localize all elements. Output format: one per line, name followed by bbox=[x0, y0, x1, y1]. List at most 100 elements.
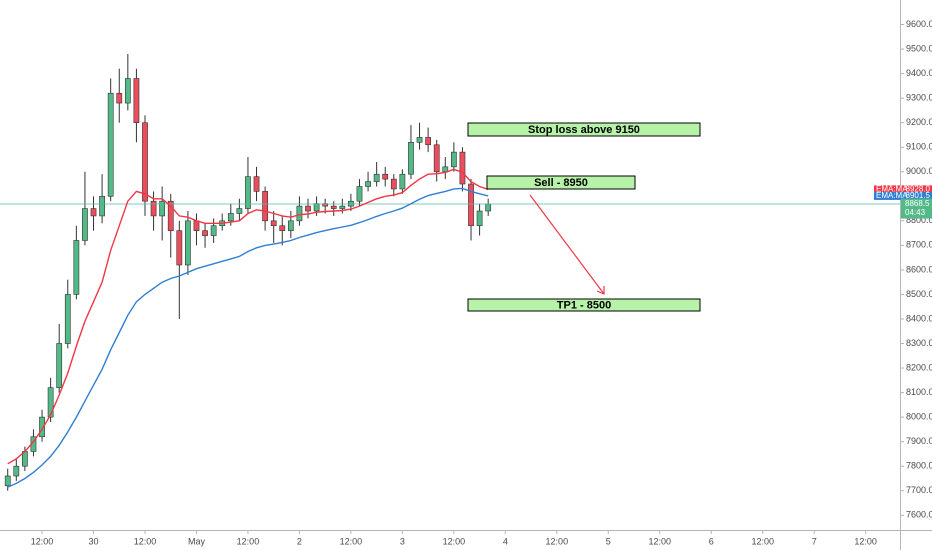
y-tick-label: 8000.0 bbox=[906, 412, 932, 422]
candle-body bbox=[150, 200, 157, 217]
x-tick-label: 5 bbox=[606, 536, 611, 546]
x-tick-label: 2 bbox=[297, 536, 302, 546]
x-tick-label: 30 bbox=[89, 536, 99, 546]
candle-body bbox=[193, 220, 200, 231]
y-tick-label: 8700.0 bbox=[906, 240, 932, 250]
x-tick-label: 12:00 bbox=[134, 536, 157, 546]
candle-body bbox=[313, 203, 320, 212]
price-badge bbox=[901, 198, 932, 219]
series-badge-name: EMA:MA bbox=[876, 191, 908, 200]
x-tick-label: 6 bbox=[709, 536, 714, 546]
price-badge-value: 8868.5 bbox=[905, 199, 930, 208]
candle-body bbox=[322, 203, 329, 207]
candle-body bbox=[339, 205, 346, 209]
y-tick-label: 7700.0 bbox=[906, 485, 932, 495]
annotation-text: Stop loss above 9150 bbox=[528, 124, 640, 136]
candle-body bbox=[425, 137, 431, 146]
candle-body bbox=[4, 475, 11, 487]
candle-body bbox=[408, 142, 414, 175]
candle-body bbox=[459, 151, 466, 185]
candle-body bbox=[159, 200, 166, 217]
candle-body bbox=[296, 205, 303, 222]
countdown: 04:43 bbox=[905, 208, 926, 217]
candle-body bbox=[142, 122, 148, 202]
candle-body bbox=[356, 186, 363, 202]
y-tick-label: 9600.0 bbox=[906, 19, 932, 29]
arrow bbox=[529, 194, 605, 295]
candle-body bbox=[99, 195, 105, 217]
series-badge bbox=[874, 185, 932, 194]
candle-body bbox=[365, 181, 371, 187]
candle-body bbox=[236, 208, 243, 214]
x-tick-label: May bbox=[188, 536, 206, 546]
candle-body bbox=[107, 92, 114, 197]
x-tick-label: 12:00 bbox=[340, 536, 363, 546]
candle-body bbox=[305, 205, 311, 212]
y-tick-label: 9500.0 bbox=[906, 43, 932, 53]
candle-body bbox=[485, 203, 492, 212]
x-tick-label: 12:00 bbox=[649, 536, 672, 546]
y-tick-label: 8100.0 bbox=[906, 387, 932, 397]
y-tick-label: 7800.0 bbox=[906, 461, 932, 471]
candle-body bbox=[390, 178, 397, 190]
series-badge-value: 8901.5 bbox=[906, 191, 931, 200]
candle-body bbox=[202, 230, 208, 236]
candle-body bbox=[270, 220, 277, 227]
candle-body bbox=[476, 210, 483, 227]
x-tick-label: 12:00 bbox=[854, 536, 877, 546]
candle-body bbox=[253, 176, 260, 192]
candle-body bbox=[433, 144, 440, 173]
y-tick-label: 8500.0 bbox=[906, 289, 932, 299]
candle-body bbox=[90, 208, 97, 217]
candle-body bbox=[176, 230, 183, 266]
candle-body bbox=[262, 191, 268, 222]
candle-body bbox=[64, 294, 71, 344]
y-tick-label: 8300.0 bbox=[906, 338, 932, 348]
plot-area bbox=[0, 53, 900, 491]
candle-body bbox=[287, 220, 294, 231]
candle-body bbox=[279, 225, 286, 231]
x-tick-label: 12:00 bbox=[443, 536, 466, 546]
candle-body bbox=[245, 176, 251, 209]
candle-body bbox=[442, 166, 449, 173]
y-tick-label: 7600.0 bbox=[906, 510, 932, 520]
ema-line bbox=[7, 168, 489, 465]
candle-body bbox=[56, 343, 63, 388]
x-tick-label: 7 bbox=[812, 536, 817, 546]
arrow-head bbox=[596, 286, 605, 295]
candle-body bbox=[124, 78, 131, 104]
y-tick-label: 8800.0 bbox=[906, 215, 932, 225]
y-tick-label: 9300.0 bbox=[906, 93, 932, 103]
candle-body bbox=[210, 225, 217, 236]
annotation-box bbox=[467, 298, 701, 312]
series-badge bbox=[874, 191, 932, 200]
ema-line bbox=[7, 187, 489, 488]
y-tick-label: 7900.0 bbox=[906, 436, 932, 446]
candle-body bbox=[116, 92, 123, 104]
candle-body bbox=[82, 208, 88, 241]
candle-body bbox=[450, 151, 457, 168]
candle-body bbox=[13, 465, 20, 477]
candle-body bbox=[73, 240, 80, 295]
candle-body bbox=[399, 173, 406, 190]
series-badge-name: EMA:MA bbox=[876, 185, 908, 194]
series-badge-value: 8928.0 bbox=[906, 185, 931, 194]
y-tick-label: 9100.0 bbox=[906, 142, 932, 152]
annotation-box bbox=[467, 122, 701, 137]
candle-body bbox=[185, 220, 191, 266]
candle-body bbox=[330, 205, 337, 209]
candle-body bbox=[373, 173, 380, 182]
candle-body bbox=[227, 213, 234, 222]
annotation-text: TP1 - 8500 bbox=[557, 299, 611, 311]
annotation-box bbox=[486, 175, 636, 190]
y-tick-label: 8200.0 bbox=[906, 362, 932, 372]
candle-body bbox=[382, 173, 389, 180]
candle-body bbox=[468, 183, 474, 227]
y-tick-label: 9200.0 bbox=[906, 117, 932, 127]
x-tick-label: 3 bbox=[400, 536, 405, 546]
y-tick-label: 8400.0 bbox=[906, 313, 932, 323]
candle-body bbox=[167, 200, 174, 231]
candle-body bbox=[47, 387, 54, 418]
candle-body bbox=[133, 78, 140, 123]
